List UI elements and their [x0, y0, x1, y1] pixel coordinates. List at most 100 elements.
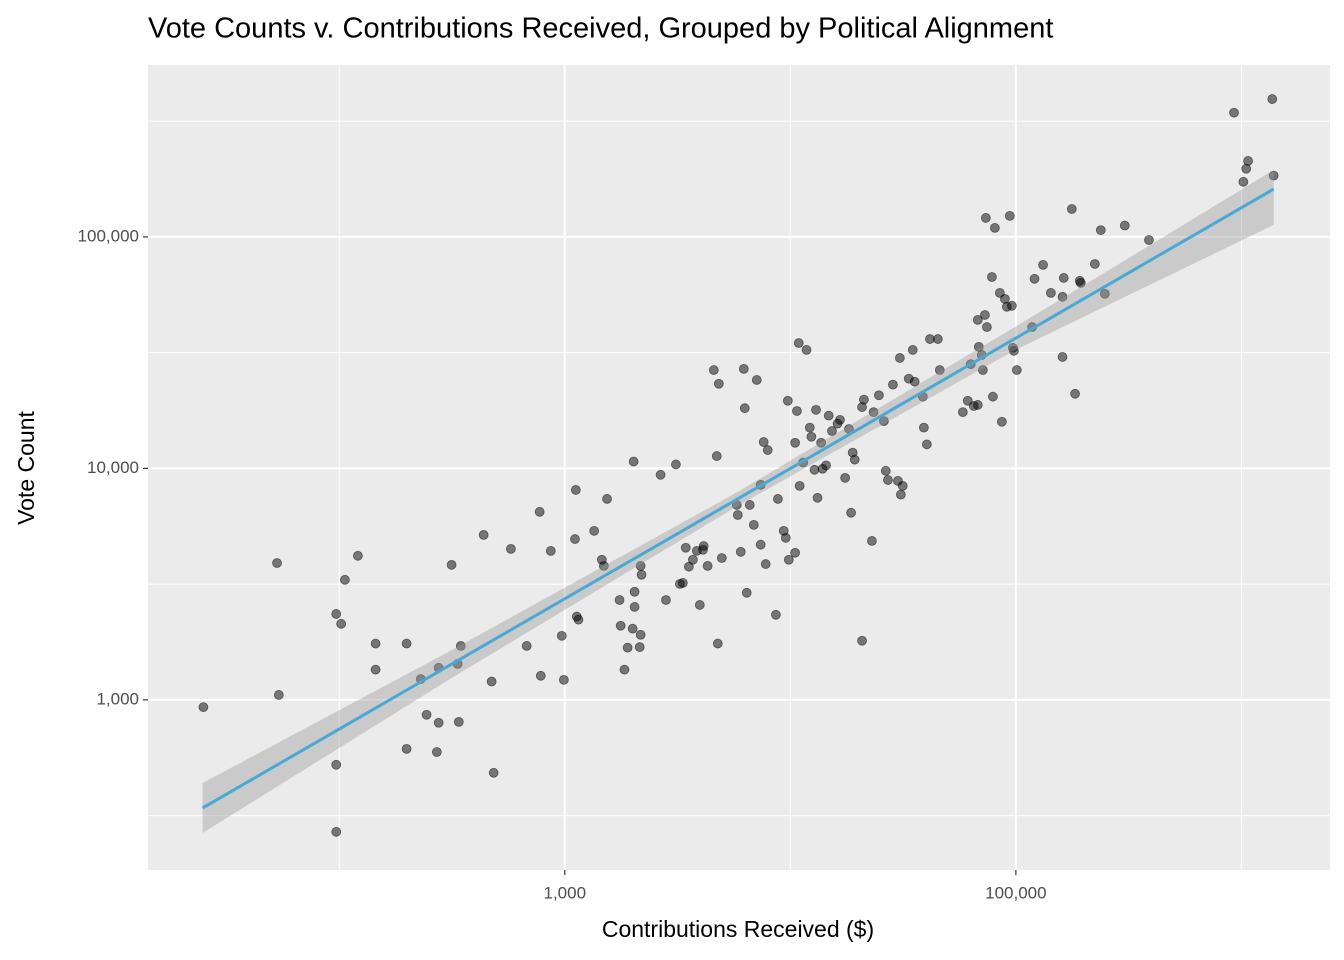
point	[505, 543, 516, 554]
point	[918, 422, 929, 433]
y-tick-label: 1,000	[96, 689, 139, 708]
point	[636, 569, 647, 580]
point	[545, 545, 556, 556]
point	[401, 638, 412, 649]
point	[741, 587, 752, 598]
point	[840, 472, 851, 483]
point	[1119, 220, 1130, 231]
point	[1057, 291, 1068, 302]
point	[846, 507, 857, 518]
point	[655, 469, 666, 480]
point	[336, 618, 347, 629]
point	[661, 595, 671, 605]
point	[770, 609, 781, 620]
point	[816, 437, 827, 448]
point	[478, 529, 489, 540]
point	[1070, 388, 1080, 399]
point	[868, 407, 879, 418]
point	[352, 550, 363, 561]
point	[1267, 94, 1278, 104]
point	[1046, 287, 1056, 298]
point	[488, 767, 499, 778]
point	[1058, 273, 1069, 283]
point	[619, 664, 630, 675]
point	[1268, 170, 1279, 181]
point	[628, 456, 639, 467]
point	[823, 410, 834, 421]
point	[615, 620, 626, 631]
point	[849, 454, 860, 465]
point	[782, 395, 793, 406]
point	[801, 344, 812, 355]
point	[783, 554, 794, 565]
point	[996, 416, 1007, 427]
point	[804, 422, 815, 433]
point	[1006, 300, 1017, 311]
point	[897, 480, 908, 491]
point	[1029, 273, 1040, 284]
point	[907, 344, 918, 355]
x-tick-label: 100,000	[985, 883, 1046, 902]
point	[1057, 352, 1068, 362]
point	[987, 272, 997, 282]
point	[455, 641, 466, 651]
point	[598, 561, 609, 571]
point	[883, 475, 893, 485]
point	[790, 547, 800, 558]
trend-line	[201, 187, 1275, 810]
point	[999, 293, 1010, 304]
point	[988, 391, 998, 402]
point	[486, 676, 497, 687]
point	[934, 365, 945, 375]
point	[370, 638, 381, 649]
point	[712, 638, 723, 649]
point	[535, 670, 546, 681]
point	[748, 519, 759, 530]
point	[735, 546, 746, 557]
point	[755, 539, 766, 550]
point	[573, 614, 584, 625]
point	[1089, 259, 1100, 269]
point	[921, 439, 932, 450]
point	[570, 534, 580, 544]
point	[982, 322, 992, 332]
point	[790, 437, 800, 448]
point	[708, 365, 719, 375]
point	[811, 404, 821, 415]
point	[1099, 288, 1110, 299]
point	[198, 702, 209, 713]
point	[677, 578, 688, 588]
point	[835, 414, 845, 425]
point	[793, 338, 804, 348]
point	[602, 494, 612, 504]
point	[1238, 176, 1249, 187]
point	[556, 630, 567, 641]
x-tick-label: 1,000	[543, 883, 586, 902]
point	[859, 394, 869, 405]
point	[694, 600, 705, 610]
point	[331, 826, 342, 837]
point	[273, 690, 284, 700]
point	[713, 378, 724, 389]
point	[622, 642, 633, 653]
point	[932, 334, 943, 344]
point	[739, 403, 750, 414]
point	[972, 314, 983, 325]
point	[812, 492, 823, 503]
point	[589, 525, 600, 536]
point	[880, 465, 891, 476]
point	[698, 541, 709, 551]
point	[1243, 156, 1253, 166]
point	[957, 407, 968, 418]
point	[711, 451, 722, 461]
point	[751, 375, 762, 385]
point	[1038, 259, 1048, 270]
point	[401, 743, 412, 754]
point	[521, 641, 532, 651]
point	[867, 536, 877, 546]
point	[331, 609, 342, 619]
point	[370, 664, 381, 675]
point	[272, 558, 282, 568]
